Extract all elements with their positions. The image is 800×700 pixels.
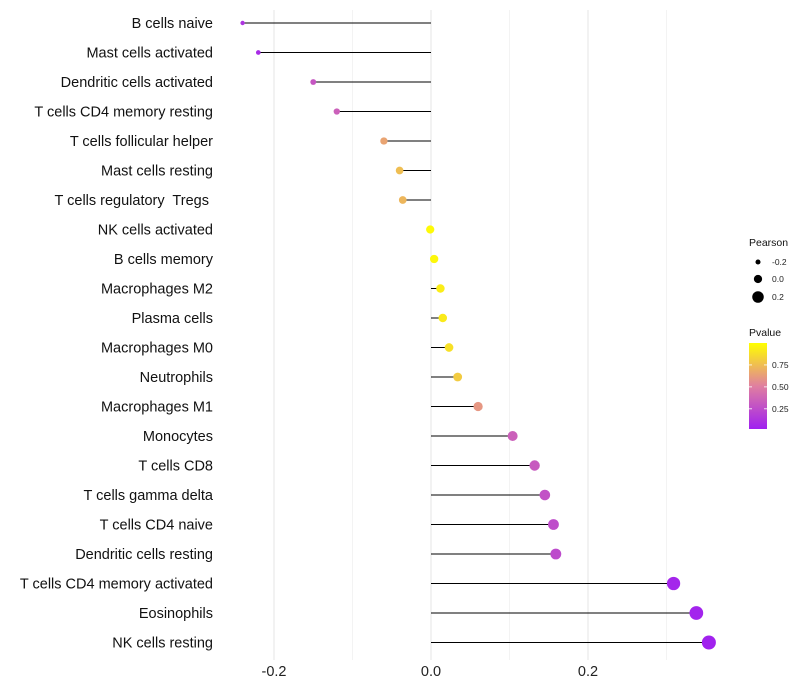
category-label: B cells memory [114,252,214,268]
data-point [436,284,445,293]
category-label: T cells CD4 memory activated [20,577,213,593]
data-point [548,519,559,530]
data-point [426,225,435,234]
size-legend-dot [752,291,764,303]
category-label: Plasma cells [132,311,213,327]
category-label: Mast cells activated [86,46,213,62]
category-label: T cells CD4 memory resting [34,105,213,121]
category-label: NK cells activated [98,223,213,239]
data-point [395,166,404,175]
data-point [507,431,518,441]
size-legend-title: Pearson [749,237,788,249]
category-label: Macrophages M0 [101,341,213,357]
category-label: B cells naive [132,16,213,32]
data-point [398,196,407,204]
data-point [240,20,245,26]
category-label: T cells regulatory Tregs [55,193,214,209]
category-label: T cells CD4 naive [100,518,213,534]
data-point [310,79,317,85]
x-axis-ticks: -0.2 0.0 0.2 [262,664,599,680]
category-label: Dendritic cells activated [61,75,213,91]
size-legend-dot [755,259,761,265]
color-legend: Pvalue 0.75 0.50 0.25 [749,327,789,429]
size-legend-dot [753,274,763,284]
size-legend: Pearson -0.2 0.0 0.2 [749,237,788,303]
category-label: Eosinophils [139,606,213,622]
data-point [380,137,388,145]
x-tick-label: 0.2 [578,664,598,680]
lollipop-stems [242,22,709,643]
category-label: Macrophages M1 [101,400,213,416]
grid-lines [273,10,667,660]
category-label: T cells CD8 [138,459,213,475]
data-point [550,548,562,560]
color-legend-label: 0.75 [772,360,789,370]
data-point [453,372,463,382]
size-legend-label: 0.2 [772,292,784,302]
category-label: T cells gamma delta [84,488,214,504]
x-tick-label: 0.0 [421,664,441,680]
category-label: T cells follicular helper [70,134,213,150]
size-legend-label: 0.0 [772,274,784,284]
data-point [529,460,540,471]
data-point [255,50,261,55]
data-point [689,606,704,620]
category-label: NK cells resting [112,636,213,652]
category-label: Mast cells resting [101,164,213,180]
category-label: Neutrophils [140,370,213,386]
color-legend-label: 0.25 [772,404,789,414]
lollipop-dots [240,20,716,650]
data-point [333,108,340,115]
color-legend-title: Pvalue [749,327,781,339]
category-labels: B cells naive Mast cells activated Dendrit… [20,16,214,652]
category-label: Macrophages M2 [101,282,213,298]
category-label: Dendritic cells resting [75,547,213,563]
data-point [444,343,454,352]
size-legend-label: -0.2 [772,257,787,267]
x-tick-label: -0.2 [262,664,287,680]
data-point [666,576,681,591]
data-point [539,489,551,501]
data-point [438,313,448,323]
color-legend-label: 0.50 [772,382,789,392]
color-legend-bar [749,343,767,429]
data-point [701,635,716,650]
category-label: Monocytes [143,429,213,445]
data-point [473,401,483,412]
data-point [429,254,439,264]
